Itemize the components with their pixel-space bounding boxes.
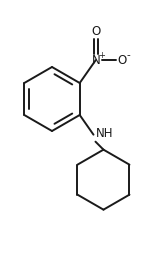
Text: -: -: [126, 50, 130, 60]
Text: O: O: [117, 54, 126, 67]
Text: NH: NH: [95, 127, 113, 140]
Text: O: O: [91, 25, 100, 38]
Text: N: N: [91, 54, 100, 67]
Text: +: +: [98, 51, 105, 60]
